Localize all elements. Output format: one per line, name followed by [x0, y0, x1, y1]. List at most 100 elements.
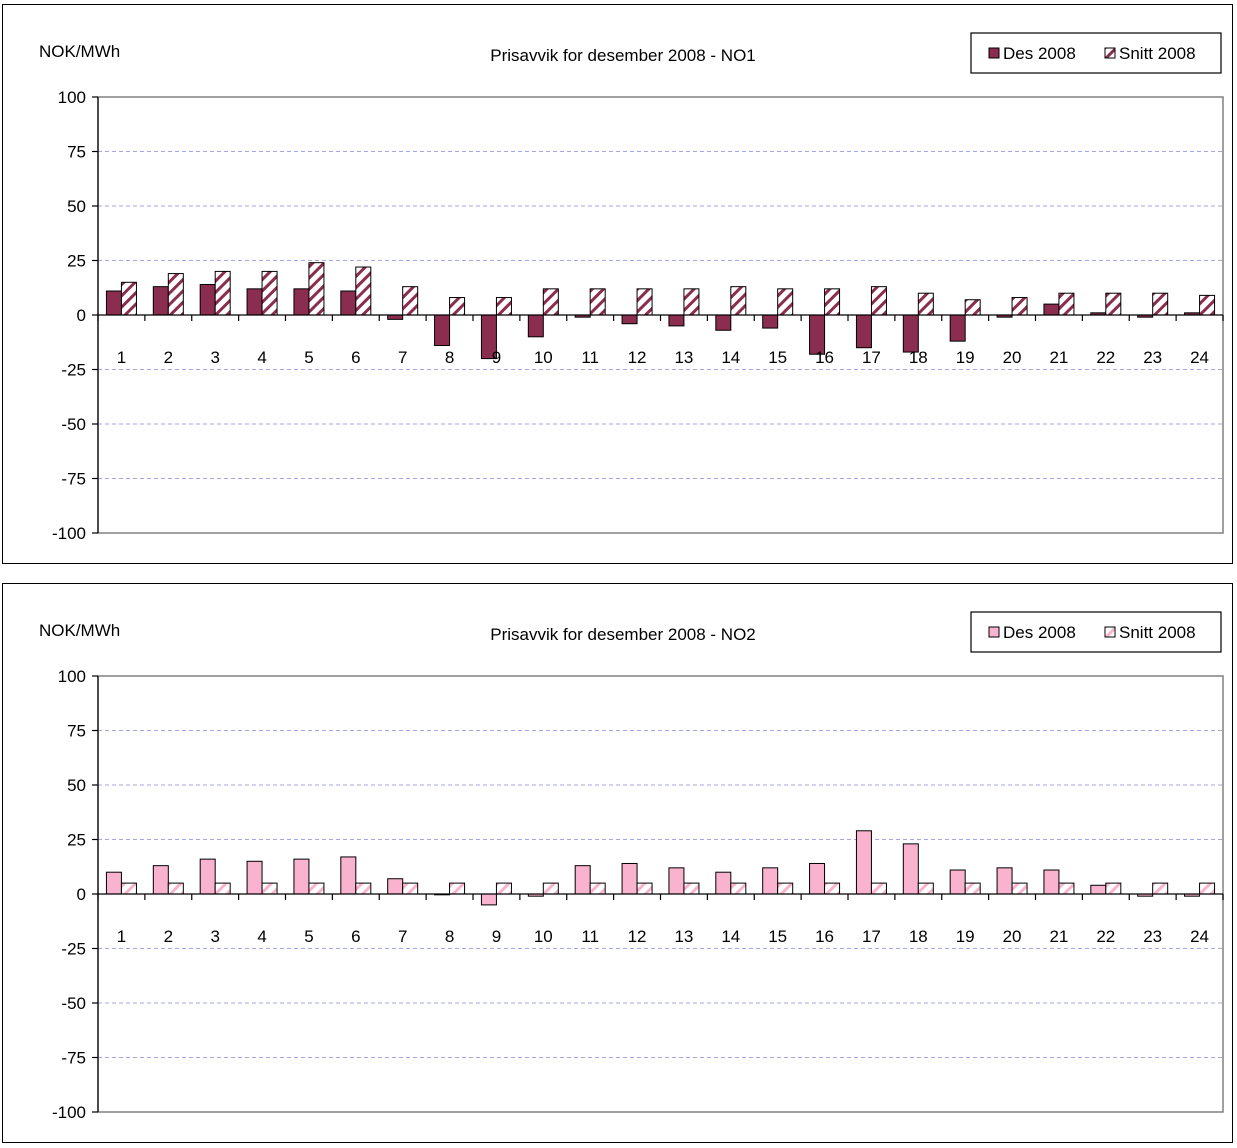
legend-swatch: [1104, 626, 1116, 638]
x-tick-label: 2: [164, 348, 173, 367]
x-tick-label: 16: [815, 927, 834, 946]
bar-snitt-2008-10: [542, 882, 559, 895]
y-tick-label: 0: [77, 306, 86, 325]
x-tick-label: 5: [304, 927, 313, 946]
bar-des-2008-11: [574, 865, 591, 895]
y-tick-label: 50: [67, 776, 86, 795]
bar-des-2008-10: [527, 314, 544, 338]
bar-snitt-2008-12: [636, 288, 653, 316]
x-tick-label: 15: [768, 927, 787, 946]
bar-des-2008-5: [293, 288, 310, 316]
y-axis-label: NOK/MWh: [39, 621, 120, 640]
bar-snitt-2008-11: [589, 882, 606, 895]
y-tick-label: 50: [67, 197, 86, 216]
bar-snitt-2008-15: [777, 882, 794, 895]
bar-des-2008-6: [340, 856, 357, 895]
bar-snitt-2008-20: [1011, 882, 1028, 895]
bar-snitt-2008-9: [495, 882, 512, 895]
x-tick-label: 9: [492, 927, 501, 946]
x-tick-label: 7: [398, 927, 407, 946]
bar-des-2008-1: [105, 290, 122, 316]
bar-des-2008-21: [1043, 303, 1060, 316]
bar-des-2008-12: [621, 862, 638, 895]
x-tick-label: 24: [1190, 927, 1209, 946]
bar-des-2008-2: [152, 865, 169, 895]
bar-des-2008-12: [621, 314, 638, 325]
bar-snitt-2008-18: [917, 882, 934, 895]
legend-swatch: [988, 47, 1000, 59]
x-tick-label: 22: [1096, 927, 1115, 946]
x-tick-label: 20: [1003, 927, 1022, 946]
bar-des-2008-8: [434, 314, 451, 347]
y-tick-label: -100: [52, 524, 86, 543]
bar-des-2008-18: [902, 843, 919, 895]
bar-des-2008-7: [387, 878, 404, 895]
x-tick-label: 8: [445, 927, 454, 946]
bar-des-2008-19: [949, 869, 966, 895]
legend-label: Snitt 2008: [1119, 623, 1196, 642]
bar-des-2008-16: [809, 862, 826, 895]
bar-snitt-2008-1: [120, 281, 137, 316]
bar-des-2008-7: [387, 314, 404, 320]
x-tick-label: 3: [210, 927, 219, 946]
bar-snitt-2008-5: [308, 882, 325, 895]
bar-snitt-2008-16: [824, 288, 841, 316]
bar-des-2008-4: [246, 860, 263, 895]
y-tick-label: 100: [58, 88, 86, 107]
legend-box: [970, 32, 1222, 74]
bar-snitt-2008-7: [402, 286, 419, 316]
bar-snitt-2008-18: [917, 292, 934, 316]
bar-snitt-2008-6: [355, 882, 372, 895]
bar-des-2008-19: [949, 314, 966, 342]
x-tick-label: 8: [445, 348, 454, 367]
x-tick-label: 18: [909, 927, 928, 946]
bar-des-2008-15: [762, 314, 779, 329]
bar-snitt-2008-3: [214, 882, 231, 895]
bar-des-2008-6: [340, 290, 357, 316]
x-tick-label: 23: [1143, 927, 1162, 946]
x-tick-label: 4: [257, 348, 266, 367]
y-tick-label: 0: [77, 885, 86, 904]
x-tick-label: 14: [721, 348, 740, 367]
bar-snitt-2008-14: [730, 882, 747, 895]
bar-snitt-2008-1: [120, 882, 137, 895]
x-tick-label: 11: [581, 348, 599, 367]
chart-panel-no2: 100 75 50 25 0 -25 -50 -75 -100 1 2 3 4 5 6 7 8 9 10 11 12 13…: [2, 583, 1233, 1143]
legend: Des 2008 Snitt 2008: [970, 32, 1222, 74]
bar-snitt-2008-3: [214, 270, 231, 316]
y-tick-label: -50: [61, 415, 86, 434]
y-tick-label: -75: [61, 1049, 86, 1068]
legend-swatch: [1104, 47, 1116, 59]
bar-des-2008-14: [715, 314, 732, 331]
x-tick-label: 6: [351, 927, 360, 946]
x-tick-label: 1: [117, 927, 126, 946]
bar-snitt-2008-21: [1058, 882, 1075, 895]
y-tick-label: -50: [61, 994, 86, 1013]
bar-snitt-2008-4: [261, 882, 278, 895]
bar-snitt-2008-17: [870, 286, 887, 316]
x-tick-label: 6: [351, 348, 360, 367]
bar-snitt-2008-4: [261, 270, 278, 316]
bar-snitt-2008-8: [449, 297, 466, 316]
x-tick-label: 19: [956, 348, 975, 367]
x-tick-label: 13: [674, 927, 693, 946]
bar-snitt-2008-22: [1105, 292, 1122, 316]
bar-des-2008-13: [668, 867, 685, 895]
bar-des-2008-13: [668, 314, 685, 327]
bar-snitt-2008-24: [1199, 294, 1216, 316]
chart-title: Prisavvik for desember 2008 - NO2: [490, 625, 756, 644]
y-tick-label: -25: [61, 361, 86, 380]
bar-snitt-2008-14: [730, 286, 747, 316]
bar-snitt-2008-8: [449, 882, 466, 895]
bar-snitt-2008-12: [636, 882, 653, 895]
bar-snitt-2008-11: [589, 288, 606, 316]
bar-snitt-2008-16: [824, 882, 841, 895]
x-tick-label: 12: [628, 927, 647, 946]
x-tick-label: 11: [581, 927, 599, 946]
bar-des-2008-5: [293, 858, 310, 895]
bar-snitt-2008-23: [1152, 292, 1169, 316]
x-tick-label: 22: [1096, 348, 1115, 367]
bar-snitt-2008-23: [1152, 882, 1169, 895]
